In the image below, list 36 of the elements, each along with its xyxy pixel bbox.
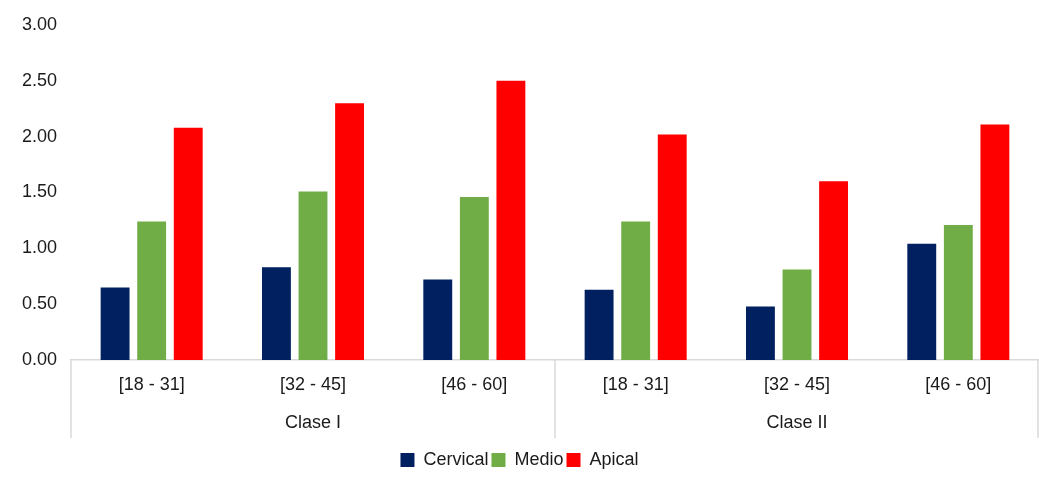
- x-tick-label: [18 - 31]: [602, 373, 669, 394]
- bar: [137, 221, 167, 360]
- text: Clase II: [766, 411, 828, 432]
- bar: [819, 181, 849, 360]
- bar: [943, 224, 973, 360]
- x-tick-label: [18 - 31]: [118, 373, 185, 394]
- text: Clase I: [284, 411, 342, 432]
- bar: [423, 279, 453, 360]
- bar: [980, 124, 1010, 360]
- y-tick-label: 0.50: [21, 293, 57, 314]
- x-tick-label: [46 - 60]: [925, 373, 992, 394]
- legend-label: Apical: [589, 448, 639, 469]
- legend-label: Medio: [514, 448, 564, 469]
- x-tick-label: [46 - 60]: [441, 373, 508, 394]
- y-tick-label: 0.00: [21, 348, 57, 369]
- bar: [621, 221, 651, 360]
- x-tick-label: [32 - 45]: [279, 373, 347, 394]
- bar: [745, 306, 775, 360]
- y-tick-label: 2.00: [21, 125, 57, 146]
- bar: [459, 196, 489, 360]
- bar: [496, 80, 526, 360]
- legend-label: Cervical: [423, 448, 489, 469]
- y-tick-label: 2.50: [21, 69, 57, 90]
- bar: [782, 269, 812, 360]
- bar: [335, 103, 365, 360]
- y-tick-label: 1.50: [21, 181, 57, 202]
- bar: [173, 127, 203, 360]
- bar: [261, 267, 291, 360]
- bar: [584, 289, 614, 360]
- bar: [100, 287, 130, 360]
- bar: [298, 191, 328, 360]
- x-tick-label: [32 - 45]: [763, 373, 831, 394]
- y-tick-label: 1.00: [21, 237, 57, 258]
- bar: [657, 134, 687, 360]
- y-tick-label: 3.00: [21, 13, 57, 34]
- bar: [907, 243, 937, 360]
